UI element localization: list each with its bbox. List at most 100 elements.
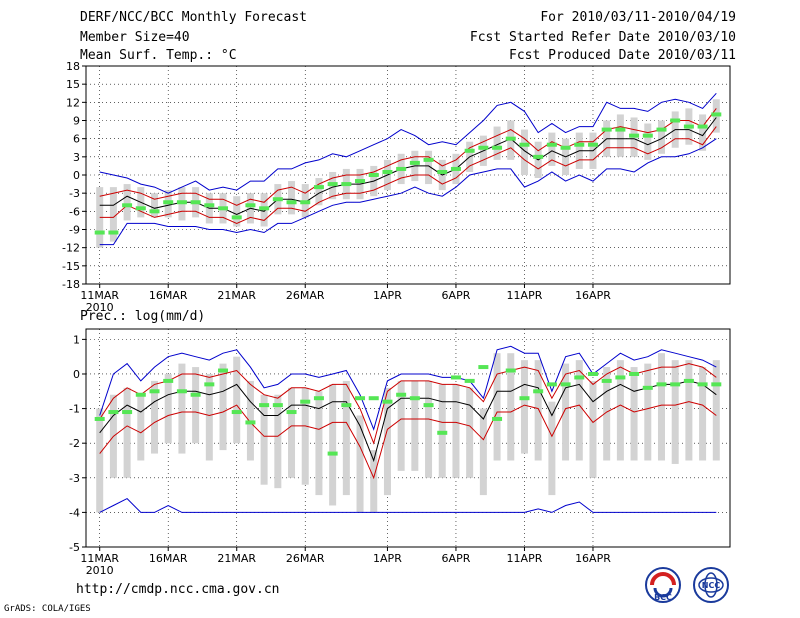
precip-y-tick-label: 1 [73,333,80,346]
precip-obs-marker [450,375,461,380]
temp-obs-marker [259,206,270,211]
temp-obs-marker [355,179,366,184]
temp-ensemble-box [288,181,296,215]
temp-obs-marker [313,185,324,190]
precipitation-panel: -5 -4 -3 -2 -1 0 1 11MAR 16MAR 21MAR 26MAR 1APR 6APR… [69,328,731,577]
temp-ensemble-box [425,150,433,185]
temp-y-tick-label: 6 [73,133,80,146]
temp-spread-upper-line [99,108,717,206]
temp-obs-marker [204,203,215,208]
source-url[interactable]: http://cmdp.ncc.cma.gov.cn [76,582,280,597]
temp-y-tick-label: -12 [62,242,80,255]
precip-obs-marker [135,392,146,397]
precip-ensemble-box [274,394,282,489]
temp-obs-marker [190,200,201,205]
temp-obs-marker [587,142,598,147]
precip-ensemble-box [397,380,405,471]
precip-ensemble-box [342,380,350,496]
precip-label: Prec.: log(mm/d) [80,309,206,324]
precip-ensemble-box [329,384,337,506]
temp-y-tick-label: 9 [73,115,80,128]
temp-y-tick-label: 0 [73,169,80,182]
precip-ensemble-box [534,360,542,461]
precip-obs-marker [94,416,105,421]
temp-ensemble-box [520,129,528,175]
precip-obs-marker [505,368,516,373]
temp-mean-line [99,117,717,215]
temp-obs-marker [450,166,461,171]
precip-x-tick-label: 16APR [575,552,611,565]
precip-obs-marker [642,385,653,390]
precip-obs-marker [670,382,681,387]
temp-x-tick-label: 1APR [373,289,402,302]
precip-mean-line [99,380,717,463]
temp-obs-marker [560,145,571,150]
precip-ensemble-box [671,360,679,464]
precip-ensemble-box [288,387,296,478]
precip-obs-marker [492,416,503,421]
temp-x-tick-label: 11MAR [80,289,119,302]
precip-obs-marker [368,396,379,401]
precip-ensemble-box [260,394,268,485]
temp-obs-marker [300,200,311,205]
precip-ensemble-box [712,360,720,461]
temp-obs-marker [437,169,448,174]
temp-obs-marker [409,160,420,165]
precip-ensemble-box [315,391,323,496]
temp-ensemble-box [123,184,131,221]
precip-obs-marker [286,410,297,415]
precip-y-tick-label: -1 [69,403,80,416]
temp-ensemble-box [109,187,117,242]
precip-obs-marker [409,396,420,401]
precip-obs-marker [574,375,585,380]
precip-obs-marker [464,378,475,383]
temp-obs-marker [368,173,379,177]
precip-plot-frame [85,328,731,548]
precip-x-tick-label: 26MAR [286,552,325,565]
precip-y-tick-label: -2 [69,437,80,450]
precip-x-tick-label: 6APR [442,552,471,565]
precip-ensemble-box [383,387,391,496]
precip-ensemble-box [164,373,172,444]
temp-max-line [99,92,717,194]
chart-title: DERF/NCC/BCC Monthly Forecast [80,10,307,25]
temp-obs-marker [231,215,242,220]
temp-y-tick-label: -9 [69,224,80,237]
temp-ensemble-box [493,126,501,160]
temp-obs-marker [245,203,256,208]
temp-obs-marker [697,124,708,129]
temp-y-tick-label: -18 [62,278,80,291]
temp-x-tick-label: 16APR [575,289,611,302]
forecast-period: For 2010/03/11-2010/04/19 [540,10,736,25]
precip-obs-marker [519,396,530,401]
grads-credit: GrADS: COLA/IGES [4,604,91,614]
precip-ensemble-box [657,353,665,461]
precip-obs-marker [533,389,544,394]
temp-ensemble-box [616,114,624,157]
temp-obs-marker [464,148,475,153]
precip-y-tick-label: -5 [69,541,80,554]
temp-x-tick-label: 11APR [507,289,543,302]
precip-ensemble-box [123,387,131,478]
temperature-panel: -18 -15 -12 -9 -6 -3 0 3 6 9 12 15 18 11MAR 16MAR 21MAR… [62,60,731,314]
precip-ensemble-box [178,363,186,454]
precip-obs-marker [423,403,434,408]
forecast-produced: Fcst Produced Date 2010/03/11 [509,48,736,63]
precip-ensemble-box [630,367,638,461]
precip-x-tick-label: 16MAR [149,552,188,565]
precip-ensemble-box [356,415,364,513]
temp-y-tick-label: -15 [62,260,80,273]
precip-year-label: 2010 [86,564,114,577]
precip-ensemble-box [411,380,419,471]
bcc-logo: BCC [645,567,681,603]
precip-spread-lower-line [99,401,717,480]
temp-obs-marker [94,230,105,235]
forecast-started: Fcst Started Refer Date 2010/03/10 [469,30,736,45]
precip-ensemble-box [452,384,460,478]
temp-y-tick-label: 18 [66,60,80,73]
temp-ensemble-box [657,120,665,154]
precip-obs-marker [437,430,448,435]
precip-y-tick-label: 0 [73,368,80,381]
temp-ensemble-box [233,196,241,227]
precip-ensemble-box [192,367,200,444]
